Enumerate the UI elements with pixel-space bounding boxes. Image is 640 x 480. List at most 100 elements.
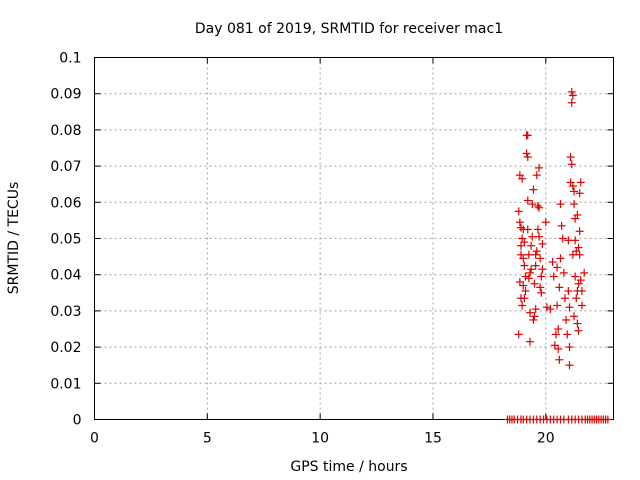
data-point <box>575 250 584 259</box>
data-point <box>564 286 573 295</box>
data-point <box>533 201 542 210</box>
y-axis-label: SRMTID / TECUs <box>6 182 22 295</box>
data-point <box>535 232 544 241</box>
x-tick-label: 20 <box>537 431 555 447</box>
data-point <box>572 294 581 303</box>
data-point <box>571 236 580 245</box>
data-point <box>573 210 582 219</box>
x-axis-label: GPS time / hours <box>290 459 407 475</box>
data-point <box>551 330 560 339</box>
data-point <box>565 343 574 352</box>
data-point <box>536 283 545 292</box>
data-point <box>520 294 529 303</box>
point-layer <box>503 87 612 424</box>
data-point <box>553 263 562 272</box>
data-point <box>574 243 583 252</box>
data-point <box>520 238 529 247</box>
data-point <box>531 250 540 259</box>
x-tick-label: 10 <box>311 431 329 447</box>
data-point <box>576 276 585 285</box>
data-point <box>521 286 530 295</box>
data-point <box>516 250 525 259</box>
data-point <box>537 272 546 281</box>
data-point <box>554 344 563 353</box>
data-point <box>576 178 585 187</box>
y-tick-label: 0.08 <box>50 123 81 139</box>
data-point <box>570 187 579 196</box>
chart-title: Day 081 of 2019, SRMTID for receiver mac… <box>195 21 503 37</box>
data-point <box>523 225 532 234</box>
data-point <box>516 241 525 250</box>
data-point <box>527 265 536 274</box>
data-point <box>575 227 584 236</box>
data-point <box>577 301 586 310</box>
data-point <box>564 236 573 245</box>
y-tick-label: 0.04 <box>50 268 81 284</box>
data-point <box>518 174 527 183</box>
x-tick-label: 15 <box>424 431 442 447</box>
data-point <box>580 268 589 277</box>
data-point <box>557 221 566 230</box>
data-point <box>526 268 535 277</box>
data-point <box>556 200 565 209</box>
data-point <box>562 315 571 324</box>
data-point <box>538 239 547 248</box>
data-point <box>556 254 565 263</box>
y-tick-label: 0 <box>73 413 82 429</box>
data-point <box>577 286 586 295</box>
data-point <box>533 225 542 234</box>
data-point <box>570 312 579 321</box>
x-tick-label: 0 <box>90 431 99 447</box>
data-point <box>555 355 564 364</box>
data-point <box>532 171 541 180</box>
data-point <box>531 261 540 270</box>
x-tick-label: 5 <box>203 431 212 447</box>
data-point <box>527 241 536 250</box>
y-tick-label: 0.1 <box>59 51 81 67</box>
data-point <box>518 301 527 310</box>
y-tick-label: 0.03 <box>50 304 81 320</box>
y-tick-label: 0.02 <box>50 340 81 356</box>
data-point <box>554 325 563 333</box>
data-point <box>553 301 562 310</box>
data-point <box>566 153 575 162</box>
data-point <box>535 203 544 212</box>
data-point <box>558 234 567 243</box>
data-point <box>565 303 574 312</box>
data-point <box>520 261 529 270</box>
data-point <box>603 415 612 424</box>
data-point <box>528 200 537 209</box>
data-point <box>530 279 539 288</box>
data-point <box>519 281 528 290</box>
data-point <box>526 337 535 346</box>
data-point <box>542 303 551 312</box>
data-point <box>524 250 533 259</box>
data-point <box>535 163 544 172</box>
data-point <box>563 330 572 339</box>
y-tick-label: 0.01 <box>50 376 81 392</box>
data-point <box>523 196 532 205</box>
data-point <box>559 268 568 277</box>
y-tick-label: 0.09 <box>50 87 81 103</box>
data-point <box>568 182 577 191</box>
data-point <box>523 131 532 140</box>
data-point <box>567 160 576 169</box>
data-point <box>514 330 523 339</box>
data-point <box>560 294 569 303</box>
data-point <box>549 272 558 281</box>
data-point <box>530 312 539 321</box>
y-tick-label: 0.07 <box>50 159 81 175</box>
data-point <box>574 326 583 335</box>
data-point <box>565 361 574 370</box>
data-point <box>526 308 535 317</box>
data-point <box>575 189 584 198</box>
data-point <box>568 91 577 100</box>
data-point <box>515 277 524 286</box>
data-point <box>515 218 524 227</box>
data-point <box>573 319 582 328</box>
grid-layer <box>94 57 614 420</box>
data-point <box>529 315 538 324</box>
data-point <box>514 207 523 216</box>
